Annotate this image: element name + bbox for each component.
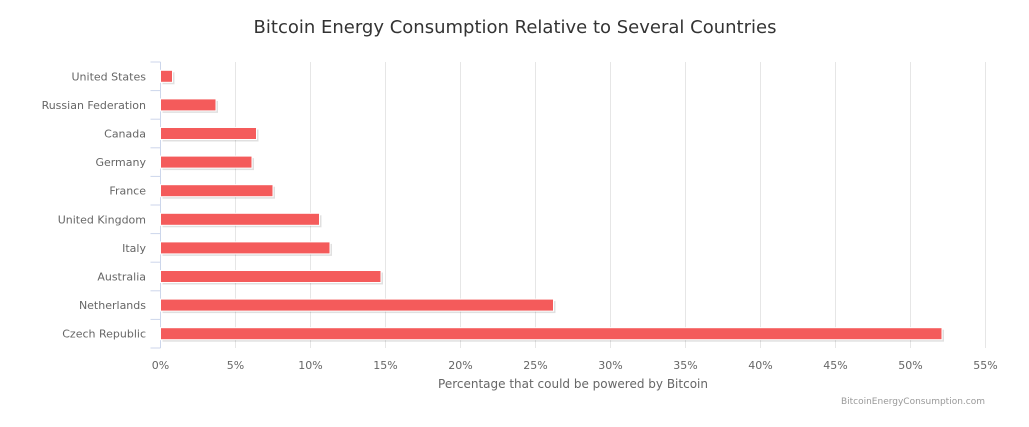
bar-netherlands[interactable] [160,298,554,312]
category-label: Germany [95,156,146,169]
bar-france[interactable] [160,184,274,198]
x-axis-label: Percentage that could be powered by Bitc… [438,377,708,391]
category-label: United States [72,70,147,83]
category-label: France [109,185,146,198]
bar-germany[interactable] [160,155,253,169]
category-label: Czech Republic [62,328,146,341]
bar-australia[interactable] [160,270,382,283]
x-tick-label: 10% [298,359,322,372]
bar-czech-republic[interactable] [160,327,943,341]
category-label: Canada [104,128,146,141]
x-tick-label: 35% [673,359,697,372]
category-labels: United States Russian Federation Canada Ger… [42,70,147,340]
x-tick-label: 40% [748,359,772,372]
category-label: Italy [122,242,146,255]
x-tick-labels: 0% 5% 10% 15% 20% 25% 30% 35% 40% 45% 50% 55% [152,359,998,372]
bar-italy[interactable] [160,241,331,255]
x-tick-label: 20% [448,359,472,372]
x-tick-label: 30% [598,359,622,372]
bar-russian-federation[interactable] [160,98,217,112]
category-label: Australia [97,271,146,284]
chart-title: Bitcoin Energy Consumption Relative to S… [254,17,777,38]
x-tick-label: 45% [823,359,847,372]
bar-united-kingdom[interactable] [160,212,320,226]
x-tick-label: 0% [152,359,169,372]
x-tick-label: 55% [973,359,997,372]
x-tick-label: 25% [523,359,547,372]
bars [160,69,944,342]
credit-link[interactable]: BitcoinEnergyConsumption.com [841,397,985,407]
x-tick-label: 50% [898,359,922,372]
bar-united-states[interactable] [160,69,173,83]
category-label: Netherlands [79,299,146,312]
x-tick-label: 15% [373,359,397,372]
x-tick-label: 5% [227,359,244,372]
category-label: United Kingdom [58,213,146,226]
category-label: Russian Federation [42,99,146,112]
bar-canada[interactable] [160,127,257,140]
